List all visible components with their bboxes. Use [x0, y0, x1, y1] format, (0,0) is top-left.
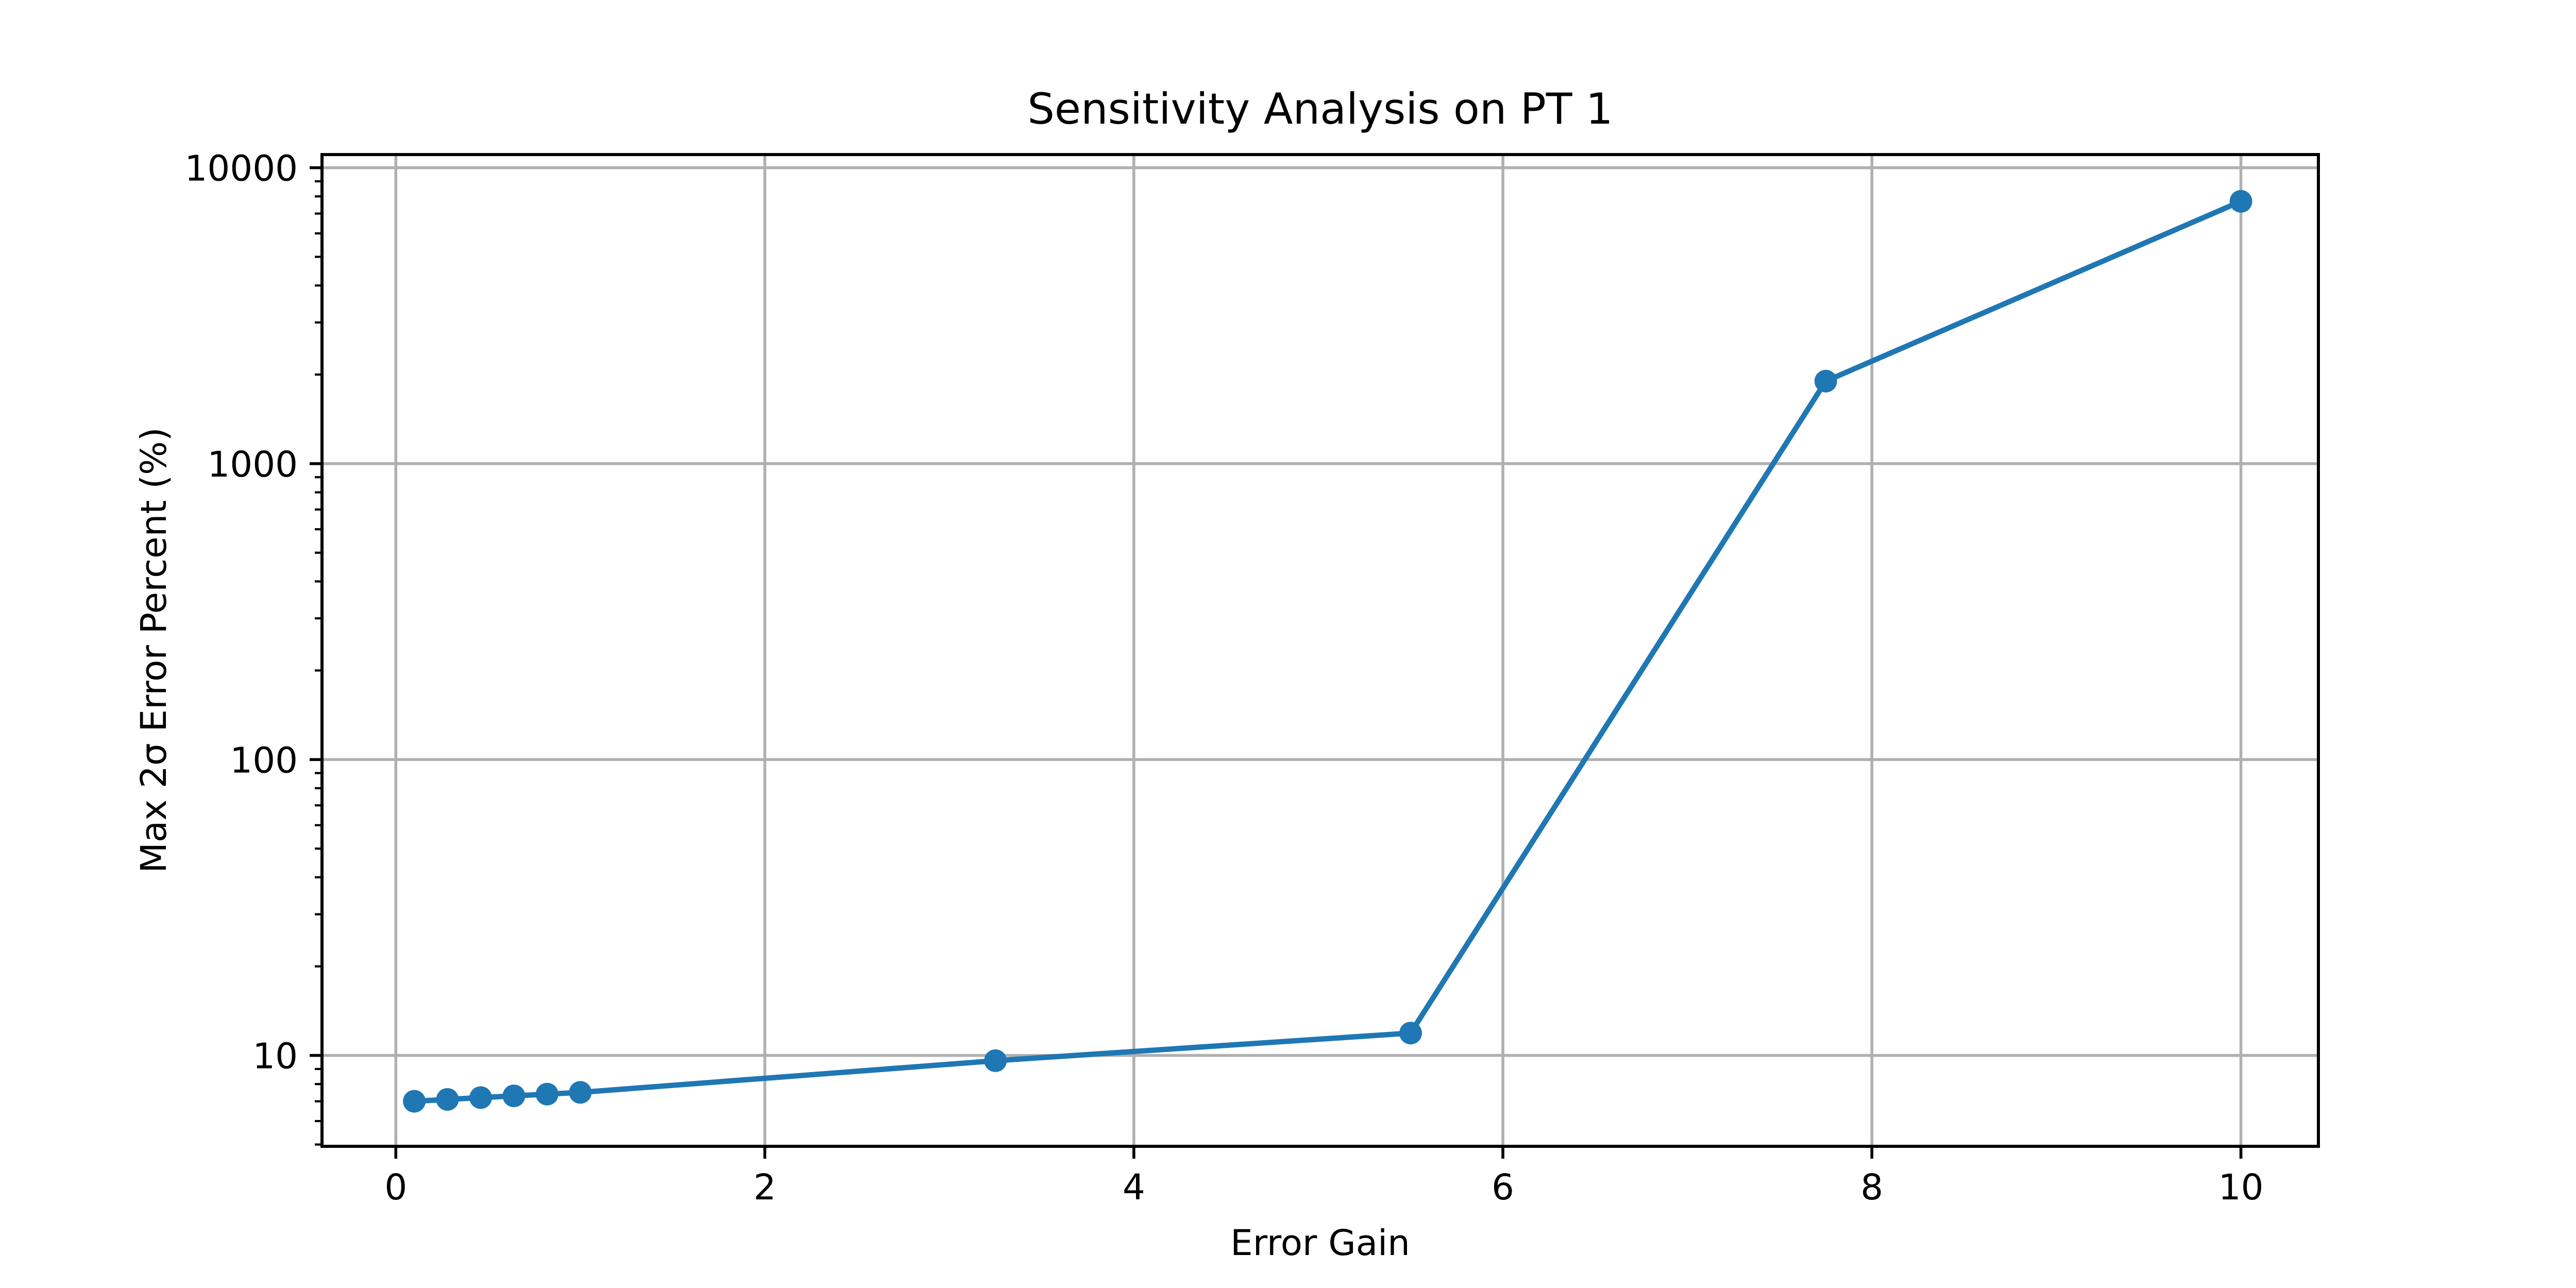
x-tick-label: 0	[384, 1167, 407, 1208]
data-point	[535, 1082, 558, 1106]
x-tick-label: 6	[1492, 1167, 1514, 1208]
x-axis-label: Error Gain	[1230, 1223, 1410, 1264]
data-point	[1814, 369, 1837, 393]
chart-title: Sensitivity Analysis on PT 1	[1027, 84, 1613, 134]
y-tick-label: 100	[230, 740, 298, 781]
x-tick-label: 10	[2218, 1167, 2264, 1208]
x-tick-label: 4	[1123, 1167, 1145, 1208]
axes-spines	[320, 153, 2320, 1148]
data-point	[569, 1081, 592, 1104]
data-point	[984, 1049, 1007, 1072]
y-tick-label: 1000	[207, 444, 298, 485]
data-point	[1399, 1022, 1422, 1045]
data-point	[403, 1090, 426, 1113]
data-point	[469, 1086, 492, 1109]
data-line	[411, 198, 2244, 1104]
x-tick-label: 2	[754, 1167, 776, 1208]
y-tick-label: 10000	[185, 148, 298, 190]
x-tick-label: 8	[1860, 1167, 1883, 1208]
data-point	[436, 1088, 459, 1111]
data-point	[502, 1084, 526, 1108]
y-tick-label: 10	[252, 1036, 298, 1077]
data-point	[2229, 190, 2252, 213]
